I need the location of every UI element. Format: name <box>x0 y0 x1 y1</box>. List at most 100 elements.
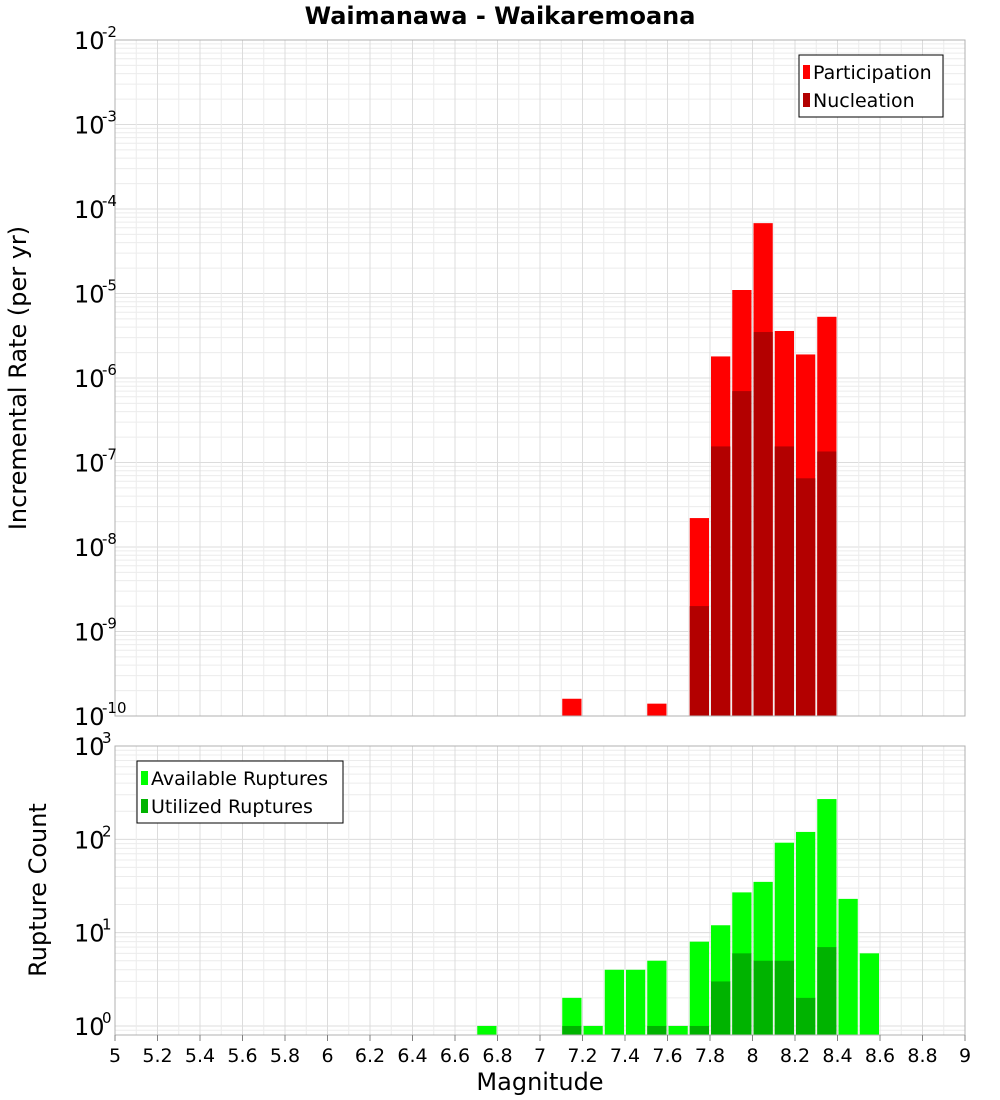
count-bar-s1 <box>562 997 582 1035</box>
count-y-tick-exponent: 3 <box>102 729 112 747</box>
rate-y-tick-exponent: -6 <box>102 361 117 379</box>
x-tick-label: 8.8 <box>907 1045 937 1067</box>
count-bar-s1 <box>583 1025 603 1035</box>
rate-y-tick-exponent: -8 <box>102 530 117 548</box>
count-y-tick-label: 10 <box>74 1013 105 1041</box>
x-tick-label: 8 <box>746 1045 758 1067</box>
count-bar-s1 <box>668 1025 688 1035</box>
count-legend: Available Ruptures Utilized Ruptures <box>136 760 344 824</box>
count-bar-s2 <box>817 947 837 1035</box>
rate-bar-s2 <box>689 606 709 716</box>
rate-y-tick-label: 10 <box>74 703 105 731</box>
x-tick-label: 7.6 <box>652 1045 682 1067</box>
count-bar-s2 <box>711 981 731 1035</box>
rate-bar-s1 <box>562 698 582 716</box>
count-bar-s2 <box>689 1025 709 1035</box>
count-bar-s1 <box>689 941 709 1035</box>
x-tick-label: 8.6 <box>865 1045 895 1067</box>
rate-y-axis-label: Incremental Rate (per yr) <box>4 226 32 530</box>
count-legend-swatch <box>141 771 148 785</box>
rate-y-tick-label: 10 <box>74 27 105 55</box>
rate-bar-s2 <box>732 391 752 716</box>
rate-y-tick-label: 10 <box>74 281 105 309</box>
chart-title: Waimanawa - Waikaremoana <box>305 2 696 30</box>
rate-bar-s2 <box>753 332 773 716</box>
rate-legend-label: Participation <box>813 62 932 84</box>
rate-legend-swatch <box>803 65 810 79</box>
count-y-tick-exponent: 2 <box>102 822 112 840</box>
x-tick-label: 7.4 <box>610 1045 640 1067</box>
rate-legend: Participation Nucleation <box>798 54 944 118</box>
count-y-tick-exponent: 1 <box>102 916 112 934</box>
count-legend-label: Available Ruptures <box>151 768 328 790</box>
rate-y-tick-label: 10 <box>74 534 105 562</box>
rate-y-tick-label: 10 <box>74 450 105 478</box>
x-tick-label: 6.6 <box>440 1045 470 1067</box>
x-tick-label: 6 <box>321 1045 333 1067</box>
count-bar-s1 <box>859 953 879 1035</box>
x-tick-label: 6.8 <box>482 1045 512 1067</box>
count-y-tick-label: 10 <box>74 920 105 948</box>
x-tick-label: 7.2 <box>567 1045 597 1067</box>
count-y-tick-label: 10 <box>74 826 105 854</box>
count-legend-swatch <box>141 799 148 813</box>
count-y-tick-label: 10 <box>74 733 105 761</box>
x-tick-label: 5.6 <box>227 1045 257 1067</box>
x-tick-label: 5.4 <box>185 1045 215 1067</box>
x-tick-label: 7.8 <box>695 1045 725 1067</box>
count-bar-s2 <box>732 953 752 1035</box>
count-bar-s1 <box>626 969 646 1035</box>
rate-y-tick-exponent: -3 <box>102 108 117 126</box>
rate-y-tick-exponent: -4 <box>102 192 117 210</box>
rate-plot-border <box>114 39 966 717</box>
x-tick-label: 6.4 <box>397 1045 427 1067</box>
rate-legend-swatch <box>803 93 810 107</box>
count-bar-s2 <box>774 960 794 1035</box>
x-tick-label: 7 <box>534 1045 546 1067</box>
rate-bar-s2 <box>774 446 794 716</box>
rate-y-tick-exponent: -9 <box>102 615 117 633</box>
rate-y-tick-exponent: -2 <box>102 23 117 41</box>
count-bar-s2 <box>562 1025 582 1035</box>
x-tick-label: 9 <box>959 1045 971 1067</box>
rate-y-tick-label: 10 <box>74 112 105 140</box>
rate-y-tick-label: 10 <box>74 619 105 647</box>
count-bar-s1 <box>838 898 858 1035</box>
x-axis-label: Magnitude <box>476 1068 603 1096</box>
rate-bar-s2 <box>711 446 731 716</box>
count-bar-s2 <box>647 1025 667 1035</box>
count-bar-s1 <box>477 1025 497 1035</box>
rate-plot-grid <box>114 39 966 717</box>
count-bar-s2 <box>796 997 816 1035</box>
count-bar-s2 <box>753 960 773 1035</box>
count-bar-s1 <box>796 831 816 1035</box>
count-legend-box <box>136 760 344 824</box>
rate-plot-bars <box>562 223 837 716</box>
rate-y-tick-label: 10 <box>74 196 105 224</box>
rate-y-tick-label: 10 <box>74 365 105 393</box>
rate-bar-s2 <box>796 478 816 716</box>
rate-y-tick-exponent: -5 <box>102 277 117 295</box>
rate-y-tick-exponent: -7 <box>102 446 117 464</box>
x-axis-ticks: 5 5.2 5.4 5.6 5.8 6 6.2 6.4 6.6 6.8 7 7.2 7.4 7.6 7.8 8… <box>109 1035 971 1067</box>
count-bar-s1 <box>604 969 624 1035</box>
x-tick-label: 8.4 <box>822 1045 852 1067</box>
rate-bar-s2 <box>817 451 837 716</box>
x-tick-label: 5 <box>109 1045 121 1067</box>
count-y-tick-exponent: 0 <box>102 1009 112 1027</box>
rate-legend-box <box>798 54 944 118</box>
rate-legend-label: Nucleation <box>813 90 915 112</box>
rate-bar-s1 <box>647 703 667 716</box>
x-tick-label: 8.2 <box>780 1045 810 1067</box>
x-tick-label: 5.8 <box>270 1045 300 1067</box>
x-tick-label: 5.2 <box>142 1045 172 1067</box>
count-legend-label: Utilized Ruptures <box>151 796 313 818</box>
x-tick-label: 6.2 <box>355 1045 385 1067</box>
count-y-axis-label: Rupture Count <box>24 803 52 977</box>
rate-y-tick-exponent: -10 <box>102 699 127 717</box>
